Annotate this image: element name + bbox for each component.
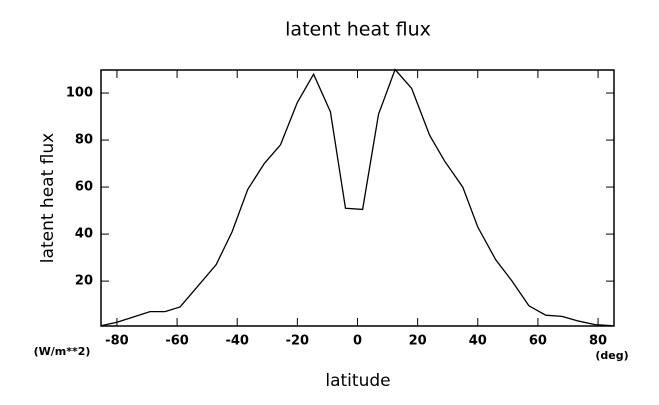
x-tick-label: 80 <box>589 334 607 349</box>
y-tick-label: 100 <box>66 86 93 101</box>
x-tick-label: 60 <box>529 334 547 349</box>
x-unit: (deg) <box>595 349 628 362</box>
x-tick-label: 0 <box>353 334 362 349</box>
x-tick-label: -60 <box>165 334 189 349</box>
chart-title: latent heat flux <box>285 19 431 41</box>
x-tick-label: 40 <box>469 334 487 349</box>
x-tick-label: 20 <box>409 334 427 349</box>
x-axis-label: latitude <box>325 371 390 391</box>
y-tick-label: 80 <box>75 133 93 148</box>
y-axis-label: latent heat flux <box>38 133 58 263</box>
data-line <box>100 68 615 327</box>
x-tick-label: -80 <box>105 334 129 349</box>
x-tick-label: -20 <box>286 334 310 349</box>
y-tick-label: 20 <box>75 274 93 289</box>
y-unit: (W/m**2) <box>34 345 91 358</box>
x-tick-label: -40 <box>225 334 249 349</box>
y-tick-label: 60 <box>75 180 93 195</box>
y-tick-label: 40 <box>75 227 93 242</box>
plot-frame <box>100 69 615 327</box>
